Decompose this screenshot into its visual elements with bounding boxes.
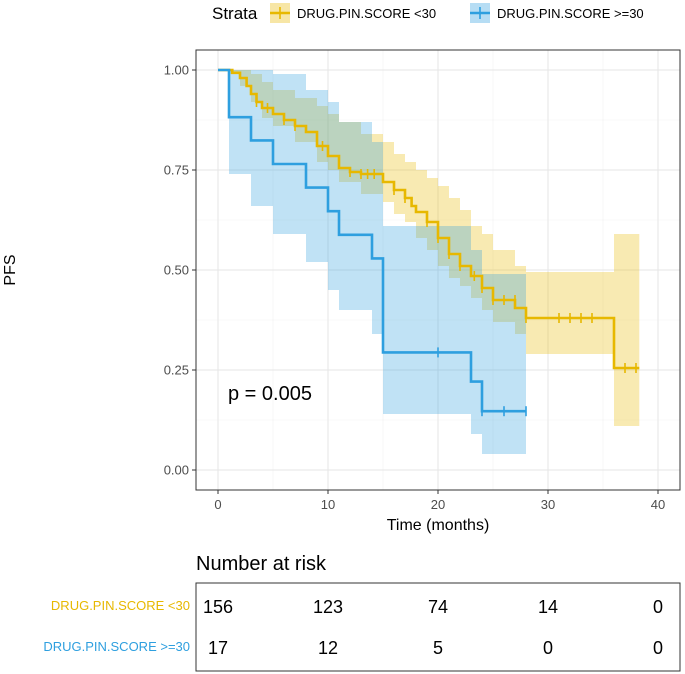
risk-count-high-score: 0 [653,638,663,658]
y-tick-label: 0.00 [164,463,189,478]
x-tick-label: 30 [541,497,555,512]
y-tick-label: 0.50 [164,263,189,278]
legend-title: Strata [212,4,258,23]
x-tick-label: 0 [214,497,221,512]
y-tick-label: 1.00 [164,63,189,78]
x-axis: 0 10 20 30 40 [214,490,665,512]
survival-plot-panel: p = 0.005 [195,49,681,491]
y-axis: 0.00 0.25 0.50 0.75 1.00 [164,63,196,478]
p-value-annotation: p = 0.005 [228,383,312,405]
y-tick-label: 0.25 [164,363,189,378]
risk-count-high-score: 5 [433,638,443,658]
gridlines [196,50,680,490]
x-tick-label: 10 [321,497,335,512]
x-tick-label: 40 [651,497,665,512]
legend-entry-high-score: DRUG.PIN.SCORE >=30 [470,3,644,23]
risk-count-low-score: 123 [313,597,343,617]
risk-count-high-score: 12 [318,638,338,658]
survival-curves [218,68,640,413]
legend: Strata DRUG.PIN.SCORE <30 DRUG.PIN.SCORE… [212,3,644,23]
risk-count-low-score: 14 [538,597,558,617]
risk-row-label-high-score: DRUG.PIN.SCORE >=30 [43,639,190,654]
survival-curve-low-score [218,68,640,370]
risk-table-border [195,582,681,672]
legend-label-high-score: DRUG.PIN.SCORE >=30 [497,6,644,21]
legend-label-low-score: DRUG.PIN.SCORE <30 [297,6,436,21]
x-tick-label: 20 [431,497,445,512]
survival-curve-high-score [218,68,526,413]
risk-table-title: Number at risk [196,553,327,575]
legend-entry-low-score: DRUG.PIN.SCORE <30 [270,3,436,23]
risk-count-low-score: 0 [653,597,663,617]
confidence-band-high-score [218,70,526,454]
x-axis-label: Time (months) [387,517,490,534]
risk-count-low-score: 156 [203,597,233,617]
y-axis-label: PFS [2,254,19,285]
risk-table: Number at risk DRUG.PIN.SCORE <30 156 123 7… [43,553,681,672]
confidence-band-low-score [218,70,640,426]
risk-row-label-low-score: DRUG.PIN.SCORE <30 [51,598,190,613]
censor-marks [255,97,637,417]
confidence-bands [218,70,640,454]
risk-count-low-score: 74 [428,597,448,617]
risk-table-rows: DRUG.PIN.SCORE <30 156 123 74 14 0 DRUG.PIN.SC… [43,597,663,658]
risk-count-high-score: 17 [208,638,228,658]
y-tick-label: 0.75 [164,163,189,178]
risk-count-high-score: 0 [543,638,553,658]
